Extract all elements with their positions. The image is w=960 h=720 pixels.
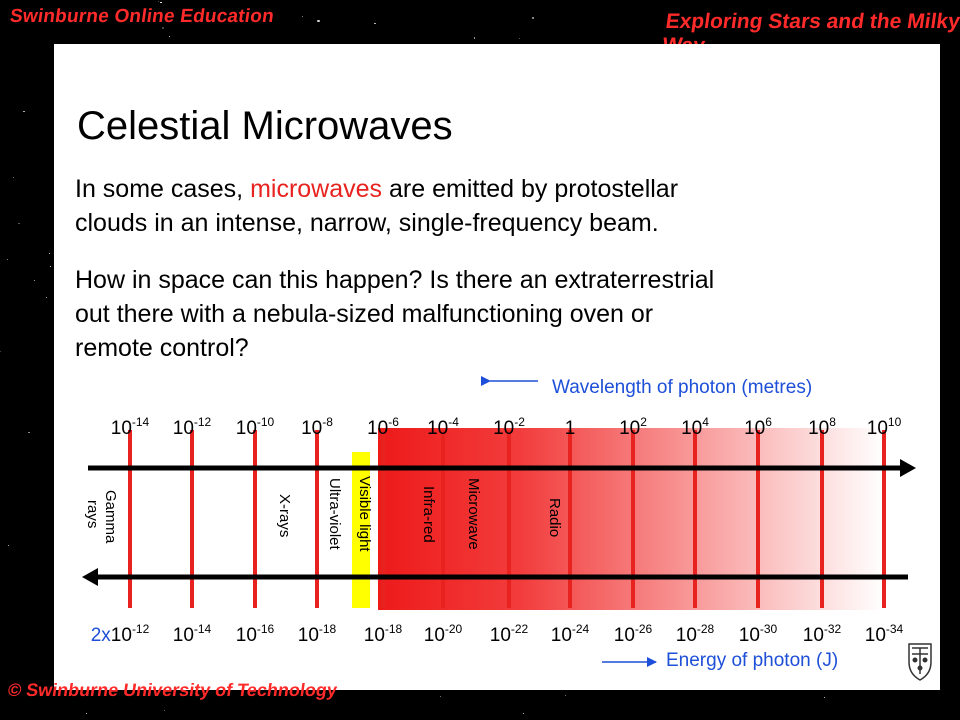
star — [302, 15, 304, 17]
wavelength-tick-label-0: 10-14 — [111, 415, 150, 439]
star — [817, 20, 819, 23]
star — [45, 296, 47, 299]
wavelength-tick-label-12: 1010 — [867, 415, 902, 439]
paragraph-2-line-2: out there with a nebula-sized malfunctio… — [75, 300, 654, 328]
star — [169, 36, 171, 38]
energy-tick-label-12: 10-34 — [865, 622, 904, 646]
band-label-0: Gammarays — [84, 490, 119, 544]
university-crest-icon — [908, 643, 932, 681]
star — [317, 19, 320, 23]
visible-light-strip — [352, 452, 370, 608]
star — [158, 0, 160, 2]
star — [18, 223, 20, 225]
star — [160, 2, 162, 4]
star — [440, 696, 442, 698]
paragraph-1-text-b: are emitted by protostellar — [382, 175, 679, 203]
wavelength-tick-label-1: 10-12 — [173, 415, 212, 439]
wavelength-tick-label-7: 1 — [565, 418, 576, 439]
energy-tick-label-7: 10-24 — [551, 622, 590, 646]
energy-tick-label-11: 10-32 — [803, 622, 842, 646]
star — [6, 259, 8, 261]
energy-caption: Energy of photon (J) — [666, 650, 838, 671]
wavelength-tick-label-5: 10-4 — [427, 415, 459, 439]
star — [564, 694, 566, 696]
wavelength-tick-label-11: 108 — [808, 415, 836, 439]
star — [8, 544, 10, 546]
energy-tick-label-5: 10-20 — [424, 622, 463, 646]
star — [28, 432, 30, 434]
band-labels: Gammarays X-rays Ultra-violet Visible light… — [84, 476, 563, 552]
star — [23, 111, 25, 113]
energy-tick-label-4: 10-18 — [364, 622, 403, 646]
star — [163, 709, 165, 711]
band-label-3: Visible light — [356, 476, 373, 552]
wavelength-caption: Wavelength of photon (metres) — [552, 377, 812, 398]
band-label-2: Ultra-violet — [326, 478, 343, 551]
wavelength-tick-label-3: 10-8 — [301, 415, 333, 439]
star — [48, 253, 51, 255]
star — [523, 712, 525, 714]
star — [474, 37, 476, 39]
star — [161, 26, 165, 30]
wavelength-axis-arrowhead — [900, 459, 916, 477]
star — [85, 713, 88, 715]
paragraph-2-line-3: remote control? — [75, 334, 249, 362]
paragraph-2: How in space can this happen? Is there a… — [75, 263, 714, 365]
wavelength-tick-label-10: 106 — [744, 415, 772, 439]
paragraph-1: In some cases, microwaves are emitted by… — [75, 172, 678, 240]
energy-tick-label-3: 10-18 — [298, 622, 337, 646]
wavelength-tick-label-8: 102 — [619, 415, 647, 439]
star — [532, 17, 534, 19]
star — [518, 37, 520, 40]
footer-copyright: © Swinburne University of Technology — [6, 680, 339, 700]
star — [824, 697, 826, 699]
energy-tick-labels: 2x10-12 10-14 10-16 10-18 10-18 10-20 10-22 10-… — [91, 622, 904, 646]
band-label-6: Radio — [546, 498, 563, 537]
energy-tick-label-2: 10-16 — [236, 622, 275, 646]
energy-tick-label-0: 2x10-12 — [91, 622, 150, 646]
star — [374, 22, 376, 25]
wavelength-tick-label-4: 10-6 — [367, 415, 399, 439]
wavelength-tick-label-6: 10-2 — [493, 415, 525, 439]
star — [12, 176, 15, 178]
energy-tick-label-6: 10-22 — [490, 622, 529, 646]
star — [0, 350, 2, 352]
band-label-4: Infra-red — [420, 486, 437, 543]
energy-axis-arrowhead — [82, 568, 98, 586]
band-label-5: Microwave — [465, 478, 482, 550]
wavelength-tick-label-9: 104 — [681, 415, 709, 439]
energy-tick-label-9: 10-28 — [676, 622, 715, 646]
paragraph-1-line-2: clouds in an intense, narrow, single-fre… — [75, 209, 659, 237]
wavelength-tick-label-2: 10-10 — [236, 415, 275, 439]
wavelength-tick-labels: 10-14 10-12 10-10 10-8 10-6 10-4 10-2 1 102 104 10… — [111, 415, 902, 439]
paragraph-1-text-a: In some cases, — [75, 175, 251, 203]
paragraph-2-line-1: How in space can this happen? Is there a… — [75, 266, 715, 294]
band-label-1: X-rays — [276, 494, 293, 537]
star — [33, 280, 35, 282]
highlight-microwaves: microwaves — [250, 175, 383, 203]
energy-tick-label-8: 10-26 — [614, 622, 653, 646]
energy-tick-label-1: 10-14 — [173, 622, 212, 646]
slide-title: Celestial Microwaves — [77, 104, 453, 148]
star — [49, 265, 51, 267]
energy-tick-label-10: 10-30 — [739, 622, 778, 646]
